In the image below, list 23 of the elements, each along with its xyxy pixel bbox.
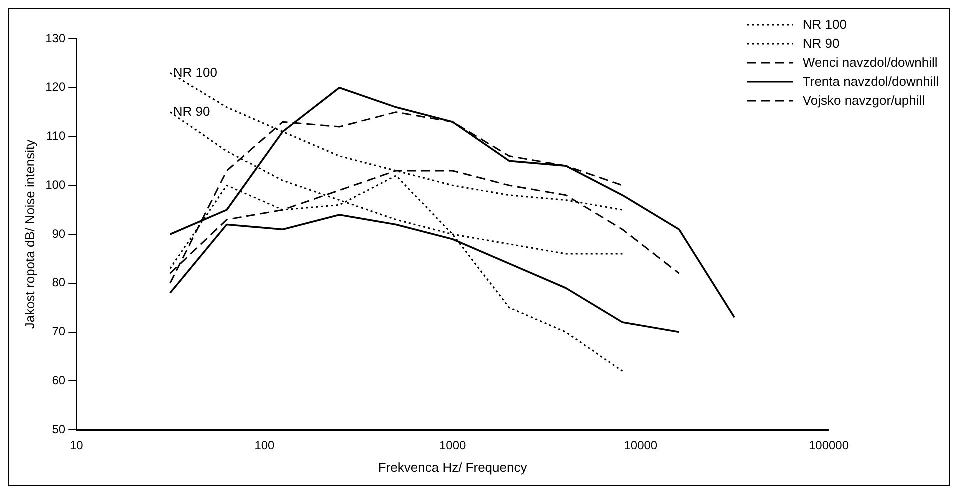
y-tick-label: 90 xyxy=(52,226,66,241)
y-tick-label: 130 xyxy=(46,31,66,46)
y-tick-label: 120 xyxy=(46,80,66,94)
x-tick-label: 1000 xyxy=(439,438,466,453)
legend-label: Wenci navzdol/downhill xyxy=(802,55,938,70)
y-tick-label: 60 xyxy=(52,373,66,388)
x-tick-label: 100 xyxy=(254,438,276,453)
x-axis-title: Frekvenca Hz/ Frequency xyxy=(378,460,528,475)
y-tick-label: 50 xyxy=(52,422,66,436)
y-tick-label: 80 xyxy=(52,276,66,290)
x-tick-label: 100000 xyxy=(808,438,850,453)
legend-label: Vojsko navzgor/uphill xyxy=(802,93,926,108)
x-tick-label: 10000 xyxy=(624,438,658,453)
legend-label: NR 100 xyxy=(802,17,847,32)
legend-label: NR 90 xyxy=(802,36,840,51)
annotation: NR 100 xyxy=(173,64,218,80)
y-tick-label: 110 xyxy=(46,129,66,144)
y-tick-label: 100 xyxy=(46,178,66,192)
annotation: NR 90 xyxy=(173,104,210,119)
y-axis-title: Jakost ropota dB/ Noise intensity xyxy=(22,139,38,330)
x-tick-label: 10 xyxy=(70,438,84,453)
y-tick-label: 70 xyxy=(52,324,66,339)
legend-label: Trenta navzdol/downhill xyxy=(802,74,939,89)
